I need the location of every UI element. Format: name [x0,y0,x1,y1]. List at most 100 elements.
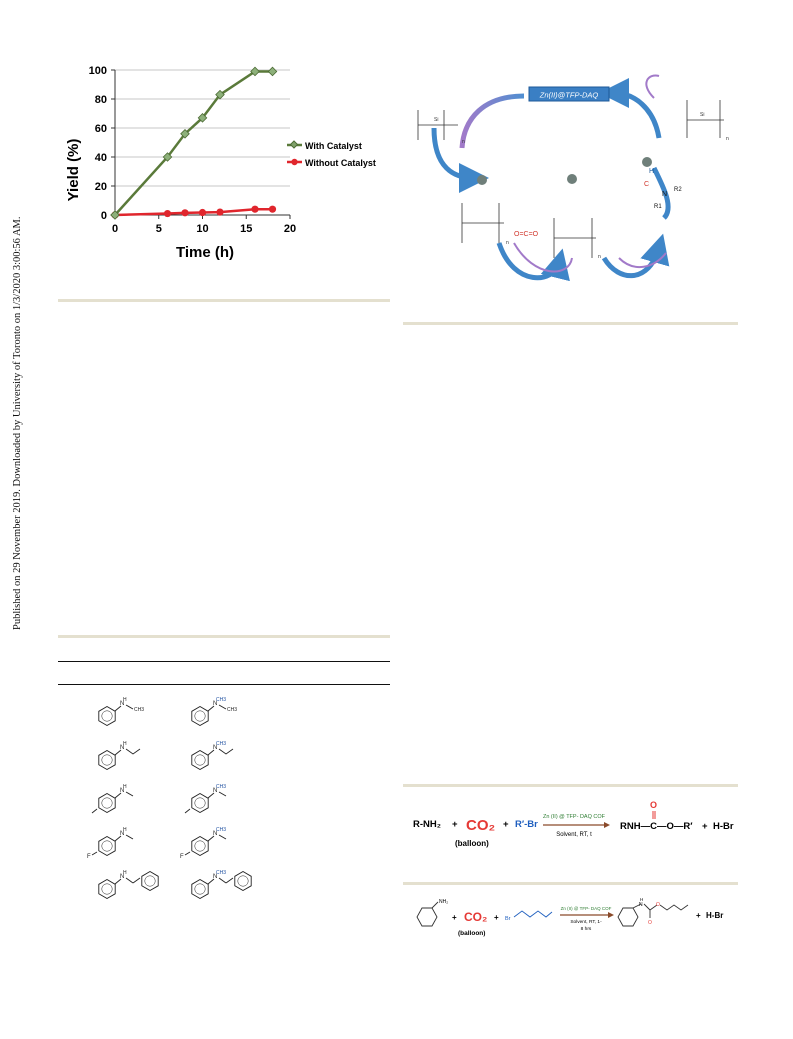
svg-text:CH3: CH3 [216,870,226,876]
catalyst-box [528,86,610,102]
scheme2-top-rule [403,882,738,885]
svg-text:n: n [462,139,465,145]
s2-conditions: Solvent, RT, 1- [570,919,602,925]
svg-text:CH3: CH3 [216,741,226,747]
plus-sign-2: + [503,819,509,830]
structure-4-a: F NH [87,827,134,860]
chart-axes: 0 20 40 60 80 100 0 5 10 15 20 [89,65,296,235]
formyl-h: H [649,168,654,175]
with-catalyst-point [267,66,278,77]
svg-text:H: H [123,870,127,876]
svg-text:H: H [123,697,127,703]
r1-label: R1 [654,204,662,210]
without-catalyst-point [216,208,224,216]
s2-conditions-2: 8 hrs [581,926,592,932]
product-h: H [640,897,643,902]
legend-with-marker [289,140,299,149]
without-catalyst-point [251,205,259,213]
svg-text:N: N [213,788,217,794]
co2-arrow [513,242,573,273]
without-catalyst-point [181,209,189,217]
s2-balloon: (balloon) [458,930,485,937]
series-with-catalyst-line [114,70,273,216]
catalyst-text: Zn (II) @ TFP- DAQ COF [543,814,606,820]
svg-text:N: N [120,831,124,837]
with-catalyst-point [250,66,260,77]
y-tick-label: 100 [89,65,107,77]
reaction-mechanism: Zn(II)@TFP-DAQ Si n Si n n n O=C=O H C N… [417,74,729,282]
s2-catalyst: Zn (II) @ TFP- DAQ COF [561,906,612,911]
aniline-ring [416,901,439,927]
x-tick-label: 10 [196,223,208,235]
svg-text:N: N [213,745,217,751]
y-tick-label: 20 [95,181,107,193]
legend-without-catalyst: Without Catalyst [305,158,376,168]
svg-text:N: N [213,831,217,837]
svg-text:N: N [120,874,124,880]
hbr-byproduct: H-Br [713,821,734,832]
y-tick-label: 60 [95,123,107,135]
with-catalyst-point [197,113,208,123]
cof-fragment-bottomleft: n [461,203,509,246]
cycle-arrow-right [651,166,671,220]
carbamate-product: RNH—C—O—R′ [620,821,693,832]
balloon-note: (balloon) [455,839,489,848]
r2-label: R2 [674,187,682,193]
table-top-rule [58,635,390,638]
y-tick-label: 0 [101,210,107,222]
svg-text:F: F [87,854,91,860]
s2-co2: CO₂ [464,910,487,924]
svg-text:n: n [726,136,729,142]
svg-text:N: N [120,788,124,794]
co2-reagent: CO₂ [466,817,495,834]
product-release-arrow [645,74,660,99]
svg-text:CH3: CH3 [216,784,226,790]
cycle-arrow-topleft [459,93,525,149]
with-catalyst-point [110,210,120,220]
x-tick-label: 15 [240,223,252,235]
svg-text:N: N [213,874,217,880]
s2-br: Br [505,916,511,922]
carbonyl-c: C [644,181,649,188]
cof-fragment-left: Si n [417,110,465,145]
plus-sign-1: + [452,819,458,830]
svg-text:CH3: CH3 [216,827,226,833]
y-tick-label: 80 [95,94,107,106]
catalyst-label: Zn(II)@TFP-DAQ [539,91,599,100]
svg-text:CH3: CH3 [134,707,144,713]
amine-reactant: R-NH₂ [413,819,441,830]
conditions-text: Solvent, RT, t [556,832,592,838]
svg-text:CH3: CH3 [227,707,237,713]
zn-atom-1 [477,175,487,185]
carbonyl-oxygen: O [650,800,657,810]
svg-text:n: n [506,240,509,246]
without-catalyst-point [163,209,172,218]
cof-fragment-right: Si n [686,100,729,142]
published-note: Published on 29 November 2019. Downloade… [12,216,23,630]
structure-5-a: NH [98,870,159,900]
table-subheader-rule [58,684,390,686]
product-carbonyl-o: O [648,920,652,926]
y-tick-label: 40 [95,152,107,164]
s2-plus-2: + [494,913,499,922]
figure-rule [58,299,390,302]
structure-3-a: NH [91,784,134,814]
structure-2-a: NH [98,741,141,771]
s2-plus-3: + [696,911,701,920]
scheme1-top-rule [403,784,738,787]
legend-without-marker [291,158,298,166]
co2-molecule: O=C=O [514,231,539,238]
s2-plus-1: + [452,913,457,922]
cof-fragment-bottommid: n [553,218,601,260]
scheme-general-carbamate: R-NH₂ + CO₂ (balloon) + R′-Br Zn (II) @ … [413,800,734,848]
reaction-arrowhead [604,822,610,828]
with-catalyst-point [215,89,225,100]
product-ring [617,903,689,927]
svg-text:H: H [123,784,127,790]
cycle-arrow-left [431,127,489,193]
